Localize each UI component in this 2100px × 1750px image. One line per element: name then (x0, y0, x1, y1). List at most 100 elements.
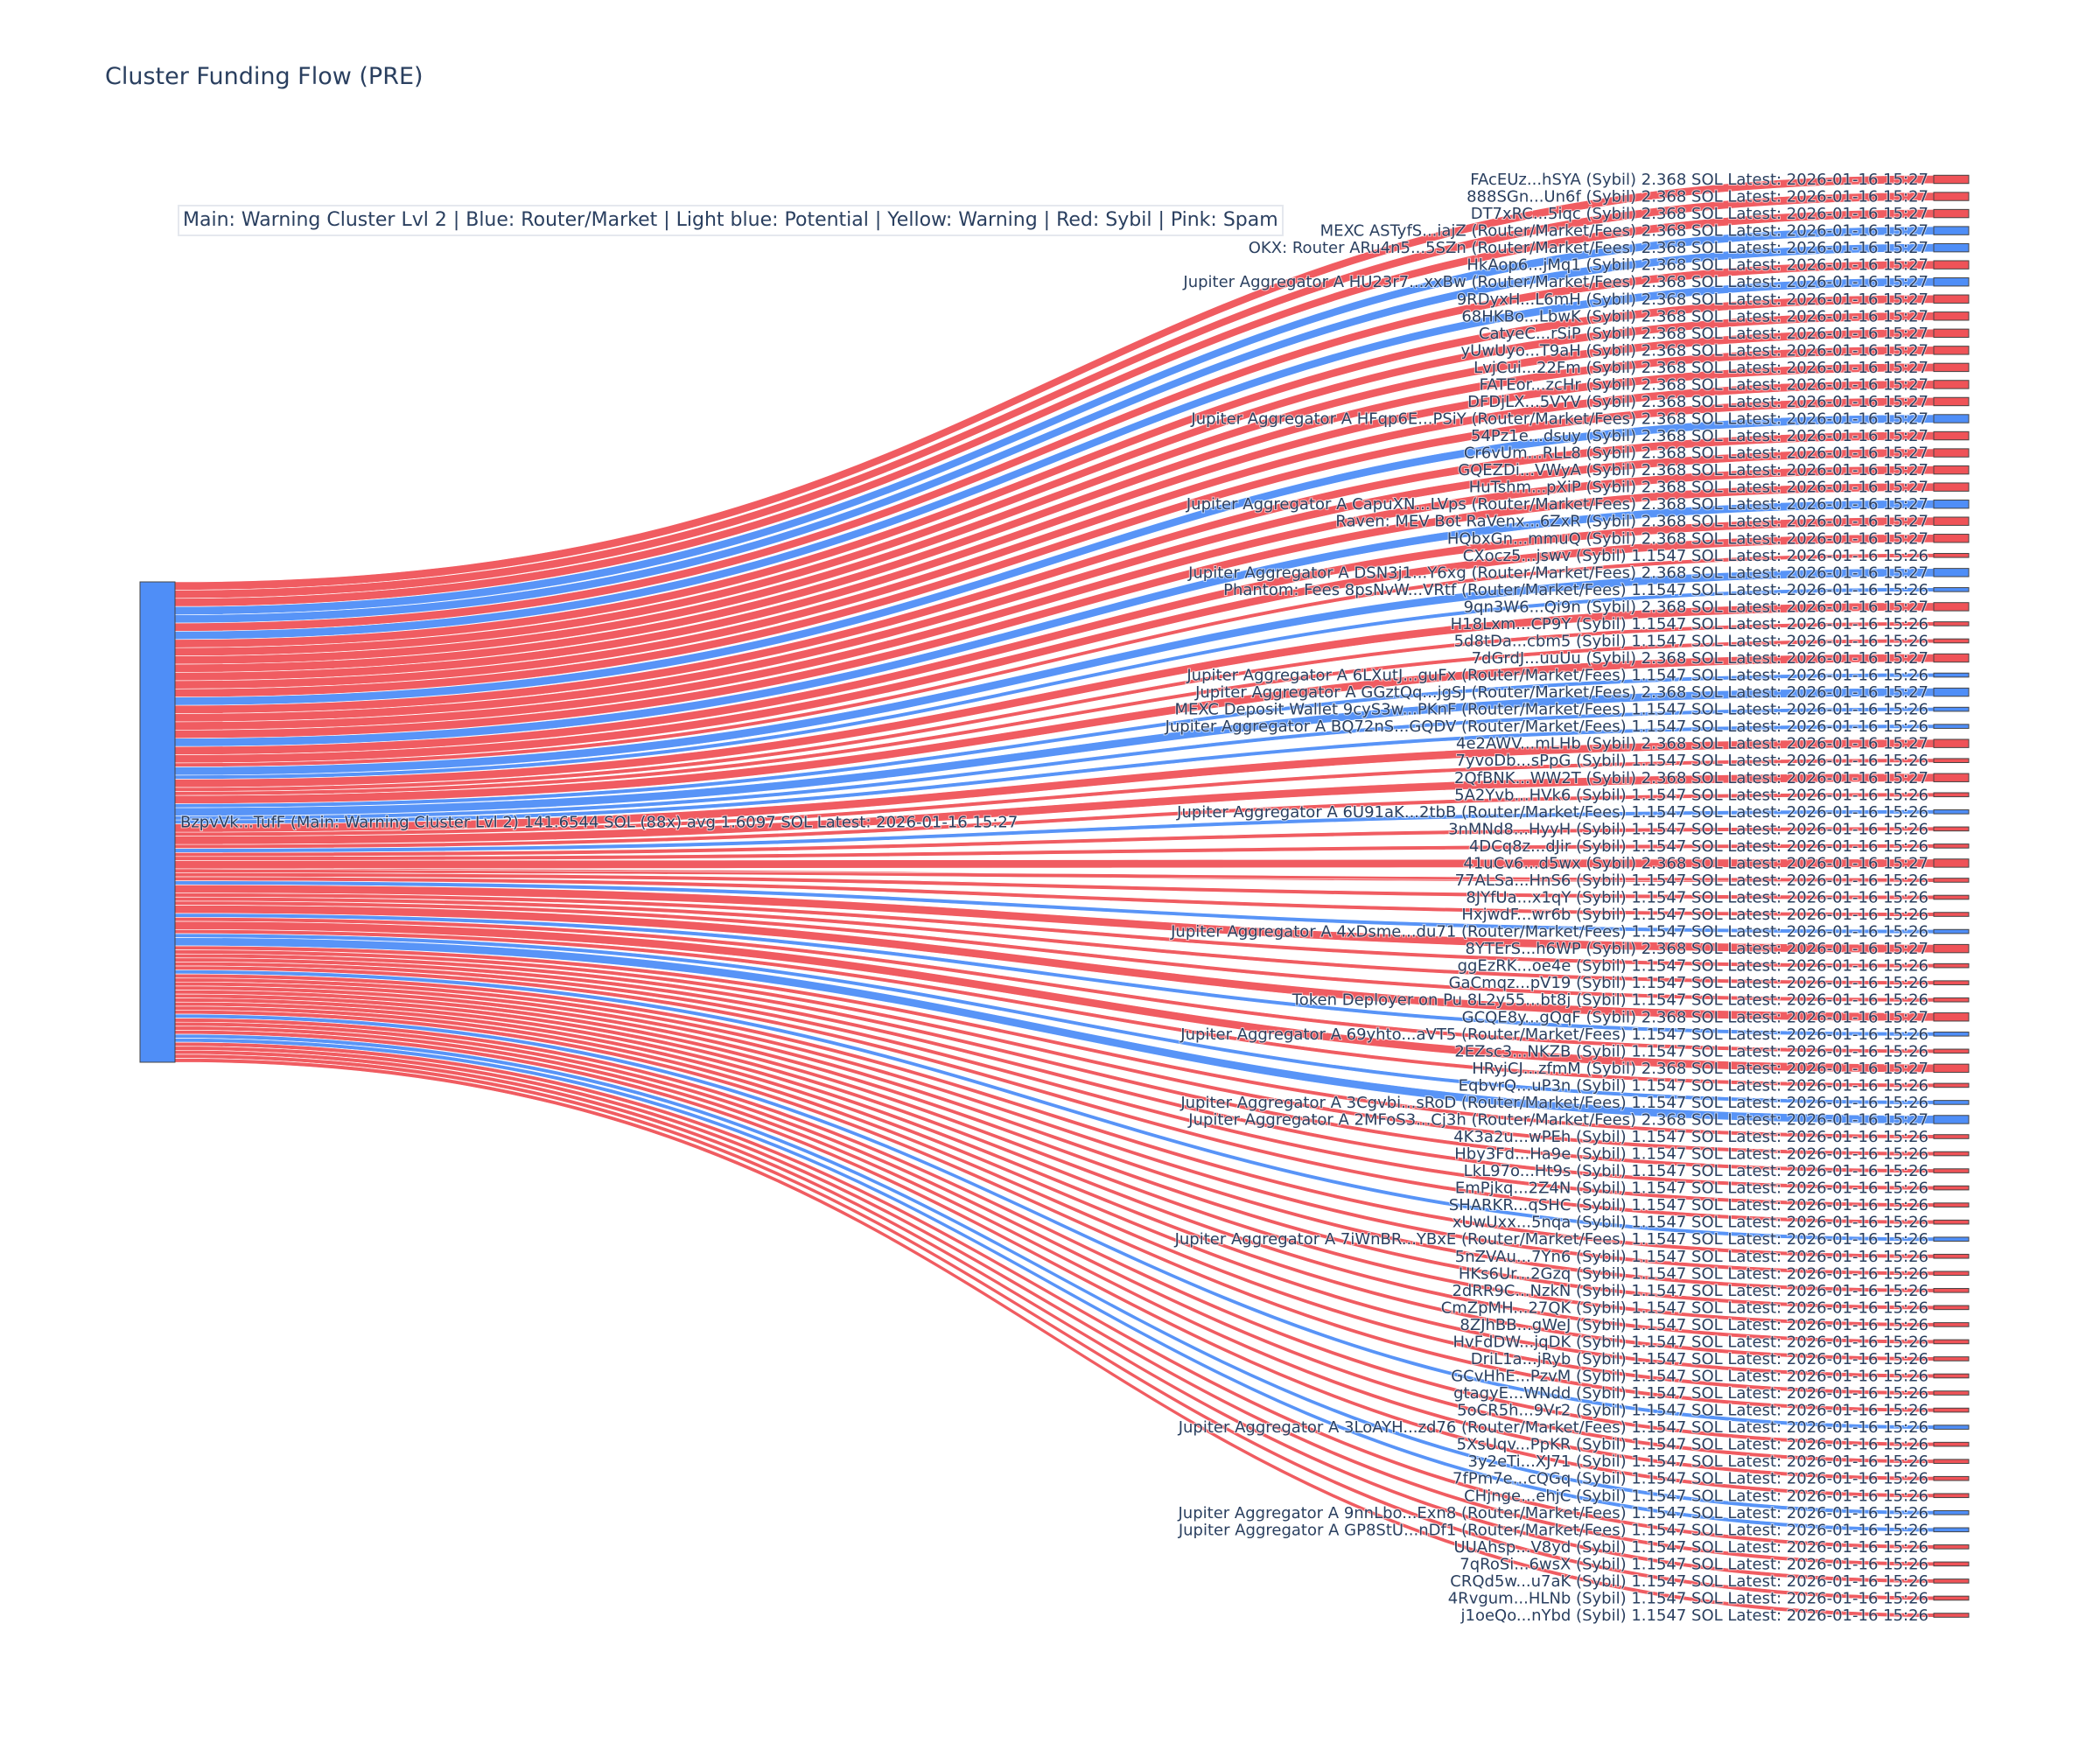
labels-layer: FAcEUz...hSYA (Sybil) 2.368 SOL Latest: … (179, 170, 1929, 1626)
target-node[interactable] (1933, 534, 1970, 543)
target-node-label: Jupiter Aggregator A 6LXutJ...guFx (Rout… (1186, 667, 1928, 685)
target-node[interactable] (1933, 1202, 1970, 1208)
target-node[interactable] (1933, 1509, 1970, 1516)
target-node[interactable] (1933, 277, 1970, 287)
target-node[interactable] (1933, 1063, 1970, 1074)
target-node[interactable] (1933, 1595, 1970, 1601)
target-node[interactable] (1933, 1134, 1970, 1139)
target-node[interactable] (1933, 430, 1970, 441)
target-node-label: 9RDyxH...L6mH (Sybil) 2.368 SOL Latest: … (1457, 290, 1928, 309)
target-node[interactable] (1933, 1031, 1970, 1037)
target-node[interactable] (1933, 226, 1970, 235)
target-node[interactable] (1933, 1322, 1970, 1327)
target-node[interactable] (1933, 878, 1970, 883)
target-node[interactable] (1933, 706, 1970, 712)
target-node[interactable] (1933, 242, 1970, 253)
target-node[interactable] (1933, 653, 1970, 663)
target-node[interactable] (1933, 516, 1970, 526)
target-node[interactable] (1933, 894, 1970, 900)
target-node[interactable] (1933, 260, 1970, 270)
target-node[interactable] (1933, 587, 1970, 592)
target-node[interactable] (1933, 1270, 1970, 1277)
target-node-label: GCQE8y...gQqF (Sybil) 2.368 SOL Latest: … (1462, 1008, 1928, 1026)
target-node[interactable] (1933, 1185, 1970, 1191)
target-node[interactable] (1933, 738, 1970, 748)
target-node[interactable] (1933, 672, 1970, 678)
target-node[interactable] (1933, 809, 1970, 815)
target-node[interactable] (1933, 465, 1970, 475)
target-node[interactable] (1933, 1012, 1970, 1022)
target-node-label: DT7xRC...5iqc (Sybil) 2.368 SOL Latest: … (1471, 205, 1928, 223)
target-node[interactable] (1933, 962, 1970, 969)
target-node[interactable] (1933, 858, 1970, 868)
target-node[interactable] (1933, 1100, 1970, 1105)
target-node-label: Jupiter Aggregator A 4xDsme...du71 (Rout… (1170, 923, 1928, 942)
target-node[interactable] (1933, 928, 1970, 934)
target-node[interactable] (1933, 724, 1970, 729)
target-node[interactable] (1933, 174, 1970, 185)
target-node[interactable] (1933, 192, 1970, 201)
target-node[interactable] (1933, 1613, 1970, 1618)
target-node[interactable] (1933, 552, 1970, 558)
target-node[interactable] (1933, 1151, 1970, 1157)
target-node[interactable] (1933, 687, 1970, 697)
target-node[interactable] (1933, 1407, 1970, 1413)
target-node[interactable] (1933, 312, 1970, 321)
target-node[interactable] (1933, 1115, 1970, 1124)
target-node[interactable] (1933, 1339, 1970, 1345)
target-node[interactable] (1933, 499, 1970, 509)
target-node[interactable] (1933, 448, 1970, 458)
target-node[interactable] (1933, 621, 1970, 626)
links-layer (174, 174, 1935, 1618)
target-node[interactable] (1933, 997, 1970, 1003)
target-node[interactable] (1933, 1219, 1970, 1225)
target-node[interactable] (1933, 1168, 1970, 1173)
target-node-label: 2QfBNK...WW2T (Sybil) 2.368 SOL Latest: … (1454, 769, 1928, 788)
target-node[interactable] (1933, 826, 1970, 832)
target-node[interactable] (1933, 1475, 1970, 1481)
source-node[interactable] (139, 581, 176, 1063)
target-node[interactable] (1933, 1527, 1970, 1533)
target-node-label: 4K3a2u...wPEh (Sybil) 1.1547 SOL Latest:… (1453, 1128, 1928, 1146)
target-node[interactable] (1933, 362, 1970, 373)
target-node[interactable] (1933, 980, 1970, 985)
target-node[interactable] (1933, 912, 1970, 917)
target-node[interactable] (1933, 568, 1970, 578)
target-node[interactable] (1933, 1082, 1970, 1088)
target-node[interactable] (1933, 844, 1970, 849)
target-node-label: 5nZVAu...7Yn6 (Sybil) 1.1547 SOL Latest:… (1455, 1248, 1928, 1266)
target-node-label: CXocz5...jswv (Sybil) 1.1547 SOL Latest:… (1463, 547, 1928, 565)
target-node[interactable] (1933, 943, 1970, 954)
target-node[interactable] (1933, 396, 1970, 407)
target-node[interactable] (1933, 1544, 1970, 1550)
target-node[interactable] (1933, 1459, 1970, 1464)
target-node[interactable] (1933, 1048, 1970, 1054)
target-node[interactable] (1933, 1236, 1970, 1242)
target-node[interactable] (1933, 482, 1970, 492)
target-node[interactable] (1933, 1561, 1970, 1567)
target-node[interactable] (1933, 380, 1970, 389)
target-node[interactable] (1933, 1253, 1970, 1259)
target-node[interactable] (1933, 414, 1970, 424)
target-node[interactable] (1933, 758, 1970, 764)
target-node-label: 4DCq8z...dJir (Sybil) 1.1547 SOL Latest:… (1469, 837, 1928, 856)
target-node[interactable] (1933, 1288, 1970, 1293)
target-node[interactable] (1933, 346, 1970, 355)
target-node[interactable] (1933, 1390, 1970, 1396)
target-node[interactable] (1933, 792, 1970, 798)
target-node[interactable] (1933, 602, 1970, 612)
target-node[interactable] (1933, 1578, 1970, 1584)
target-node[interactable] (1933, 328, 1970, 339)
target-node[interactable] (1933, 1305, 1970, 1311)
target-node[interactable] (1933, 208, 1970, 219)
target-node[interactable] (1933, 1356, 1970, 1362)
target-node[interactable] (1933, 638, 1970, 644)
target-node[interactable] (1933, 1373, 1970, 1379)
target-node[interactable] (1933, 1441, 1970, 1447)
target-node[interactable] (1933, 773, 1970, 782)
target-node-label: CmZpMH...27QK (Sybil) 1.1547 SOL Latest:… (1441, 1298, 1928, 1317)
target-node[interactable] (1933, 1424, 1970, 1430)
target-node[interactable] (1933, 294, 1970, 304)
target-node[interactable] (1933, 1493, 1970, 1499)
